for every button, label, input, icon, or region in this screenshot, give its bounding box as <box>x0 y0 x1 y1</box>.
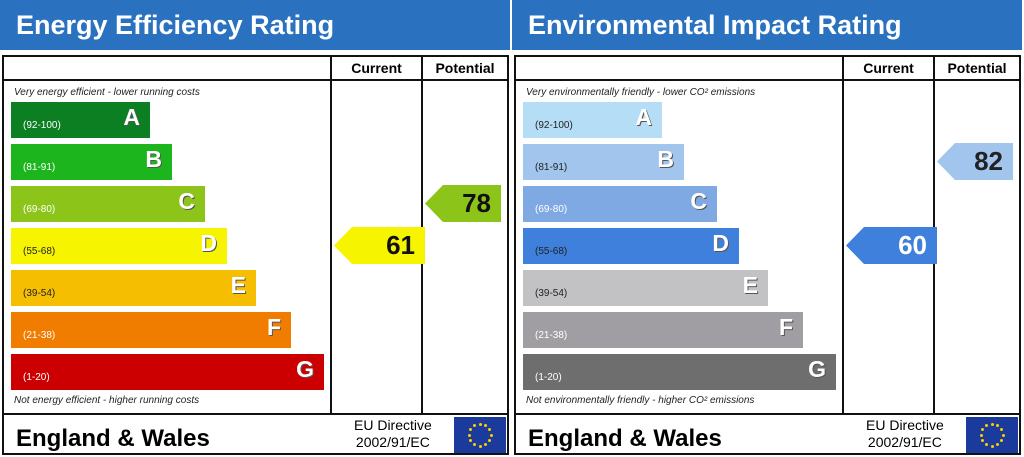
band-letter: C <box>178 188 195 214</box>
current-rating-arrow: 60 <box>846 227 937 264</box>
energy-efficiency-panel: Energy Efficiency Rating Current Potential… <box>0 0 510 455</box>
directive-line2: 2002/91/EC <box>867 434 942 450</box>
potential-rating-arrow: 82 <box>937 143 1013 180</box>
column-divider <box>842 81 844 415</box>
top-caption: Very energy efficient - lower running co… <box>14 87 200 98</box>
eu-flag-icon <box>966 417 1018 453</box>
band-bar-b: (81-91) B <box>11 144 172 180</box>
band-range: (55-68) <box>23 246 56 257</box>
band-range: (1-20) <box>23 372 50 383</box>
band-bar-f: (21-38) F <box>523 312 803 348</box>
band-bar-e: (39-54) E <box>523 270 768 306</box>
band-bar-b: (81-91) B <box>523 144 684 180</box>
header-potential: Potential <box>421 57 507 81</box>
band-range: (39-54) <box>23 288 56 299</box>
band-range: (81-91) <box>535 162 568 173</box>
band-bar-g: (1-20) G <box>523 354 836 390</box>
band-letter: B <box>145 146 162 172</box>
band-letter: E <box>742 272 758 298</box>
band-bar-f: (21-38) F <box>11 312 291 348</box>
bottom-caption: Not energy efficient - higher running co… <box>14 395 200 406</box>
band-range: (92-100) <box>535 120 573 131</box>
bottom-caption: Not environmentally friendly - higher CO… <box>526 395 755 406</box>
band-letter: C <box>690 188 707 214</box>
potential-rating-arrow: 78 <box>425 185 501 222</box>
band-range: (1-20) <box>535 372 562 383</box>
band-letter: A <box>635 104 652 130</box>
band-bar-a: (92-100) A <box>11 102 150 138</box>
rating-table: Current Potential Very energy efficient - … <box>2 55 509 455</box>
band-range: (21-38) <box>535 330 568 341</box>
header-potential: Potential <box>933 57 1019 81</box>
band-range: (81-91) <box>23 162 56 173</box>
band-bar-e: (39-54) E <box>11 270 256 306</box>
panel-title: Environmental Impact Rating <box>512 0 1022 50</box>
band-letter: F <box>266 314 281 340</box>
band-letter: D <box>712 230 729 256</box>
footer-divider <box>516 413 1019 415</box>
band-bar-d: (55-68) D <box>523 228 739 264</box>
header-current: Current <box>842 57 933 81</box>
environmental-impact-panel: Environmental Impact Rating Current Potent… <box>512 0 1024 457</box>
eu-flag-icon <box>454 417 506 453</box>
band-range: (69-80) <box>23 204 56 215</box>
band-bar-g: (1-20) G <box>11 354 324 390</box>
band-letter: G <box>808 356 826 382</box>
region-label: England & Wales <box>16 425 210 452</box>
rating-table: Current Potential Very environmentally fri… <box>514 55 1021 455</box>
panel-title: Energy Efficiency Rating <box>0 0 510 50</box>
band-bar-c: (69-80) C <box>523 186 717 222</box>
header-blank <box>4 57 330 81</box>
band-range: (39-54) <box>535 288 568 299</box>
band-range: (92-100) <box>23 120 61 131</box>
directive-line1: EU Directive <box>866 417 944 433</box>
directive-line2: 2002/91/EC <box>355 434 430 450</box>
band-bar-a: (92-100) A <box>523 102 662 138</box>
band-range: (21-38) <box>23 330 56 341</box>
eu-directive: EU Directive 2002/91/EC <box>866 417 944 451</box>
header-current: Current <box>330 57 421 81</box>
current-rating-arrow: 61 <box>334 227 425 264</box>
band-letter: A <box>123 104 140 130</box>
footer-divider <box>4 413 507 415</box>
eu-directive: EU Directive 2002/91/EC <box>354 417 432 451</box>
band-letter: D <box>200 230 217 256</box>
directive-line1: EU Directive <box>354 417 432 433</box>
band-bar-c: (69-80) C <box>11 186 205 222</box>
band-letter: F <box>778 314 793 340</box>
band-letter: B <box>657 146 674 172</box>
band-letter: G <box>296 356 314 382</box>
band-bar-d: (55-68) D <box>11 228 227 264</box>
top-caption: Very environmentally friendly - lower CO… <box>526 87 756 98</box>
column-divider <box>330 81 332 415</box>
band-range: (55-68) <box>535 246 568 257</box>
band-letter: E <box>230 272 246 298</box>
header-blank <box>516 57 842 81</box>
region-label: England & Wales <box>528 425 722 452</box>
band-range: (69-80) <box>535 204 568 215</box>
